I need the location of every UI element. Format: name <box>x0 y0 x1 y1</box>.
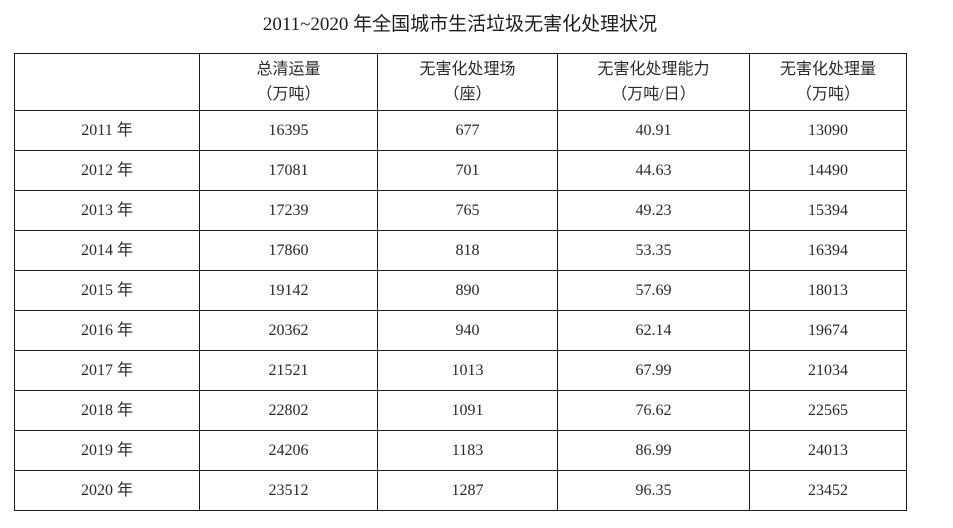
value-cell: 20362 <box>199 310 378 351</box>
page: 2011~2020 年全国城市生活垃圾无害化处理状况 总清运量 （万吨） 无害化… <box>14 14 907 511</box>
value-cell: 21521 <box>199 350 378 391</box>
column-header-treatment-plants: 无害化处理场 （座） <box>377 53 558 111</box>
value-cell: 940 <box>377 310 558 351</box>
table-body: 2011 年 16395 677 40.91 13090 2012 年 1708… <box>14 110 907 511</box>
year-cell: 2015 年 <box>14 270 200 311</box>
value-cell: 40.91 <box>557 110 750 151</box>
table-row: 2015 年 19142 890 57.69 18013 <box>14 270 907 311</box>
value-cell: 17081 <box>199 150 378 191</box>
value-cell: 1183 <box>377 430 558 471</box>
table-row: 2014 年 17860 818 53.35 16394 <box>14 230 907 271</box>
table-row: 2020 年 23512 1287 96.35 23452 <box>14 470 907 511</box>
value-cell: 16395 <box>199 110 378 151</box>
value-cell: 890 <box>377 270 558 311</box>
value-cell: 76.62 <box>557 390 750 431</box>
year-cell: 2013 年 <box>14 190 200 231</box>
value-cell: 19674 <box>749 310 907 351</box>
year-cell: 2020 年 <box>14 470 200 511</box>
table-row: 2018 年 22802 1091 76.62 22565 <box>14 390 907 431</box>
header-row: 总清运量 （万吨） 无害化处理场 （座） 无害化处理能力 （万吨/日） 无害化处… <box>14 53 907 111</box>
column-header-treatment-volume: 无害化处理量 （万吨） <box>749 53 907 111</box>
garbage-treatment-table: 总清运量 （万吨） 无害化处理场 （座） 无害化处理能力 （万吨/日） 无害化处… <box>14 53 907 511</box>
value-cell: 16394 <box>749 230 907 271</box>
value-cell: 96.35 <box>557 470 750 511</box>
value-cell: 13090 <box>749 110 907 151</box>
value-cell: 21034 <box>749 350 907 391</box>
column-header-label: 无害化处理量 <box>779 61 876 78</box>
column-header-label: 总清运量 <box>256 61 321 78</box>
value-cell: 18013 <box>749 270 907 311</box>
value-cell: 1013 <box>377 350 558 391</box>
value-cell: 19142 <box>199 270 378 311</box>
table-row: 2016 年 20362 940 62.14 19674 <box>14 310 907 351</box>
column-header-label: 无害化处理场 <box>419 61 516 78</box>
column-header-unit: （万吨/日） <box>611 86 696 103</box>
value-cell: 17239 <box>199 190 378 231</box>
value-cell: 701 <box>377 150 558 191</box>
table-row: 2012 年 17081 701 44.63 14490 <box>14 150 907 191</box>
value-cell: 23512 <box>199 470 378 511</box>
value-cell: 62.14 <box>557 310 750 351</box>
year-cell: 2019 年 <box>14 430 200 471</box>
year-cell: 2017 年 <box>14 350 200 391</box>
value-cell: 22565 <box>749 390 907 431</box>
value-cell: 44.63 <box>557 150 750 191</box>
table-row: 2017 年 21521 1013 67.99 21034 <box>14 350 907 391</box>
value-cell: 53.35 <box>557 230 750 271</box>
table-row: 2013 年 17239 765 49.23 15394 <box>14 190 907 231</box>
year-cell: 2014 年 <box>14 230 200 271</box>
value-cell: 24013 <box>749 430 907 471</box>
column-header-treatment-capacity: 无害化处理能力 （万吨/日） <box>557 53 750 111</box>
value-cell: 49.23 <box>557 190 750 231</box>
value-cell: 1287 <box>377 470 558 511</box>
column-header-unit: （座） <box>443 86 492 103</box>
table-header: 总清运量 （万吨） 无害化处理场 （座） 无害化处理能力 （万吨/日） 无害化处… <box>14 53 907 111</box>
value-cell: 57.69 <box>557 270 750 311</box>
value-cell: 765 <box>377 190 558 231</box>
year-cell: 2011 年 <box>14 110 200 151</box>
value-cell: 1091 <box>377 390 558 431</box>
value-cell: 23452 <box>749 470 907 511</box>
table-row: 2011 年 16395 677 40.91 13090 <box>14 110 907 151</box>
value-cell: 818 <box>377 230 558 271</box>
page-title: 2011~2020 年全国城市生活垃圾无害化处理状况 <box>262 14 658 35</box>
column-header-year <box>14 53 200 111</box>
value-cell: 17860 <box>199 230 378 271</box>
column-header-label: 无害化处理能力 <box>597 61 710 78</box>
table-row: 2019 年 24206 1183 86.99 24013 <box>14 430 907 471</box>
year-cell: 2018 年 <box>14 390 200 431</box>
column-header-unit: （万吨） <box>795 86 860 103</box>
value-cell: 24206 <box>199 430 378 471</box>
value-cell: 14490 <box>749 150 907 191</box>
value-cell: 677 <box>377 110 558 151</box>
value-cell: 22802 <box>199 390 378 431</box>
column-header-total-transport: 总清运量 （万吨） <box>199 53 378 111</box>
year-cell: 2012 年 <box>14 150 200 191</box>
value-cell: 67.99 <box>557 350 750 391</box>
value-cell: 86.99 <box>557 430 750 471</box>
column-header-unit: （万吨） <box>256 86 321 103</box>
year-cell: 2016 年 <box>14 310 200 351</box>
value-cell: 15394 <box>749 190 907 231</box>
